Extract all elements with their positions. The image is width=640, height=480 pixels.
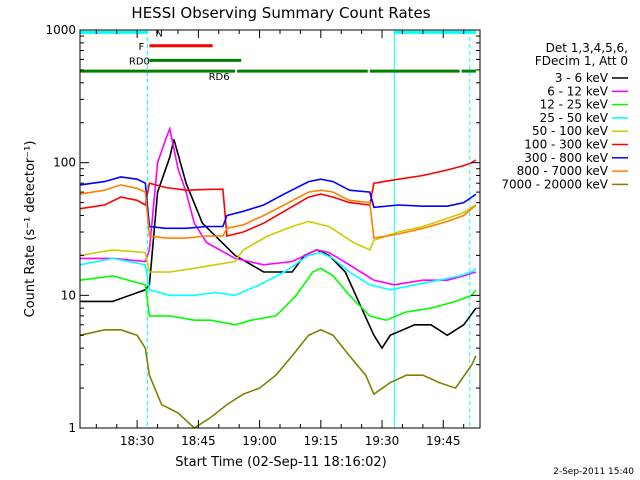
legend-header-line-2: FDecim 1, Att 0 (535, 54, 628, 68)
x-tick-label-5: 19:45 (426, 434, 461, 448)
y-axis-label: Count Rate (s⁻¹ detector⁻¹) (23, 141, 38, 318)
y-tick-label-1: 10 (61, 288, 76, 302)
legend: Det 1,3,4,5,6, FDecim 1, Att 0 3 - 6 keV… (501, 41, 628, 191)
status-bar-label-rd6: RD6 (209, 72, 230, 83)
status-bar-label-rd0: RD0 (129, 56, 150, 67)
y-tick-label-3: 1000 (45, 23, 76, 37)
chart-title: HESSI Observing Summary Count Rates (131, 4, 430, 22)
series-line-1 (80, 125, 477, 286)
legend-label-5: 100 - 300 keV (524, 138, 608, 152)
legend-label-7: 800 - 7000 keV (517, 164, 609, 178)
plot-area: NF RD0 RD6 (79, 28, 477, 430)
legend-label-2: 12 - 25 keV (540, 98, 609, 112)
x-tick-label-4: 19:30 (365, 434, 400, 448)
series-line-4 (79, 204, 477, 273)
y-tick-label-2: 100 (53, 156, 76, 170)
series-line-8 (79, 328, 477, 430)
x-tick-label-1: 18:45 (181, 434, 216, 448)
legend-label-1: 6 - 12 keV (547, 84, 609, 98)
series-line-7 (79, 184, 477, 240)
legend-label-0: 3 - 6 keV (555, 71, 609, 85)
legend-header-line-1: Det 1,3,4,5,6, (546, 41, 628, 55)
footer-stamp: 2-Sep-2011 15:40 (553, 467, 634, 477)
series-line-2 (79, 267, 477, 326)
series-line-3 (79, 251, 477, 297)
x-tick-label-0: 18:30 (120, 434, 155, 448)
x-tick-label-2: 19:00 (242, 434, 277, 448)
status-bar-label-n: N (155, 28, 162, 39)
legend-label-4: 50 - 100 keV (532, 124, 609, 138)
x-axis-label: Start Time (02-Sep-11 18:16:02) (175, 455, 386, 470)
legend-label-3: 25 - 50 keV (540, 111, 609, 125)
y-tick-label-0: 1 (68, 421, 76, 435)
x-tick-label-3: 19:15 (304, 434, 339, 448)
legend-label-8: 7000 - 20000 keV (501, 177, 608, 191)
axes: 18:30 18:45 19:00 19:15 19:30 19:45 1 10 100 1000 (45, 23, 480, 448)
legend-label-6: 300 - 800 keV (524, 151, 608, 165)
status-bar-label-f: F (139, 42, 145, 53)
series-line-6 (79, 176, 477, 230)
